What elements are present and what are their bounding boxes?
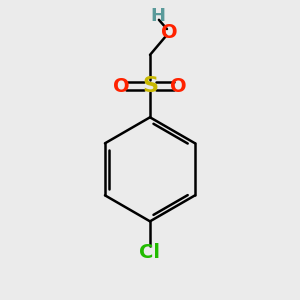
Text: O: O	[161, 23, 178, 42]
Text: Cl: Cl	[140, 243, 160, 262]
Text: H: H	[150, 7, 165, 25]
Text: S: S	[142, 76, 158, 96]
Text: O: O	[170, 76, 187, 96]
Text: O: O	[113, 76, 130, 96]
